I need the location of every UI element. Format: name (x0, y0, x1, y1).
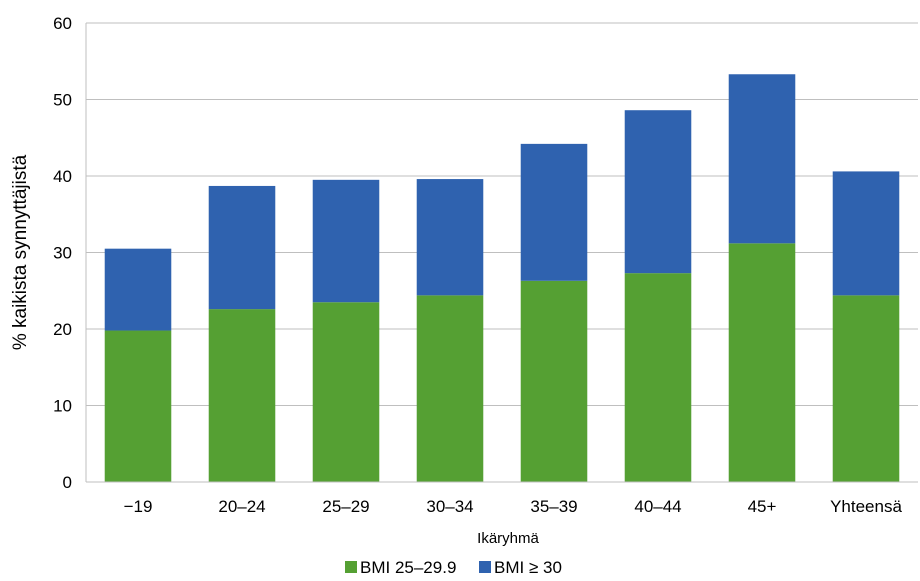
x-tick-label: 30–34 (426, 497, 473, 516)
x-tick-label: 40–44 (634, 497, 681, 516)
bar-segment-series-2 (624, 110, 692, 274)
y-tick-label: 60 (53, 14, 72, 33)
bar-segment-series-2 (728, 74, 796, 244)
bar-segment-series-1 (312, 302, 380, 482)
y-tick-label: 40 (53, 167, 72, 186)
y-tick-label: 10 (53, 397, 72, 416)
y-axis-title: % kaikista synnyttäjistä (10, 154, 31, 350)
bars (104, 74, 900, 482)
bar-segment-series-2 (104, 248, 172, 331)
bar-segment-series-1 (416, 295, 484, 482)
bar-segment-series-2 (520, 143, 588, 281)
bar-segment-series-1 (832, 295, 900, 482)
x-axis-ticks: −19 20–24 25–29 30–34 35–39 40–44 45+ Yhteensä (124, 497, 903, 516)
bar-segment-series-1 (728, 243, 796, 482)
bar-segment-series-1 (520, 280, 588, 482)
x-tick-label: 25–29 (322, 497, 369, 516)
y-tick-label: 30 (53, 244, 72, 263)
legend-label: BMI 25–29.9 (360, 558, 456, 577)
legend-swatch (479, 561, 491, 573)
x-tick-label: 20–24 (218, 497, 265, 516)
bar-segment-series-2 (312, 179, 380, 303)
y-tick-label: 20 (53, 320, 72, 339)
x-tick-label: −19 (124, 497, 153, 516)
bar-segment-series-2 (416, 179, 484, 296)
bar-segment-series-2 (832, 171, 900, 296)
bar-segment-series-2 (208, 185, 276, 310)
legend-label: BMI ≥ 30 (494, 558, 562, 577)
y-tick-label: 0 (63, 473, 72, 492)
x-tick-label: 45+ (748, 497, 777, 516)
bar-segment-series-1 (104, 330, 172, 482)
bar-segment-series-1 (624, 273, 692, 482)
x-tick-label: 35–39 (530, 497, 577, 516)
legend-swatch (345, 561, 357, 573)
x-tick-label: Yhteensä (830, 497, 902, 516)
y-axis-ticks: 0 10 20 30 40 50 60 (53, 14, 72, 492)
legend: BMI 25–29.9 BMI ≥ 30 (345, 558, 562, 577)
y-tick-label: 50 (53, 91, 72, 110)
x-axis-title: Ikäryhmä (477, 530, 539, 547)
bar-segment-series-1 (208, 309, 276, 482)
